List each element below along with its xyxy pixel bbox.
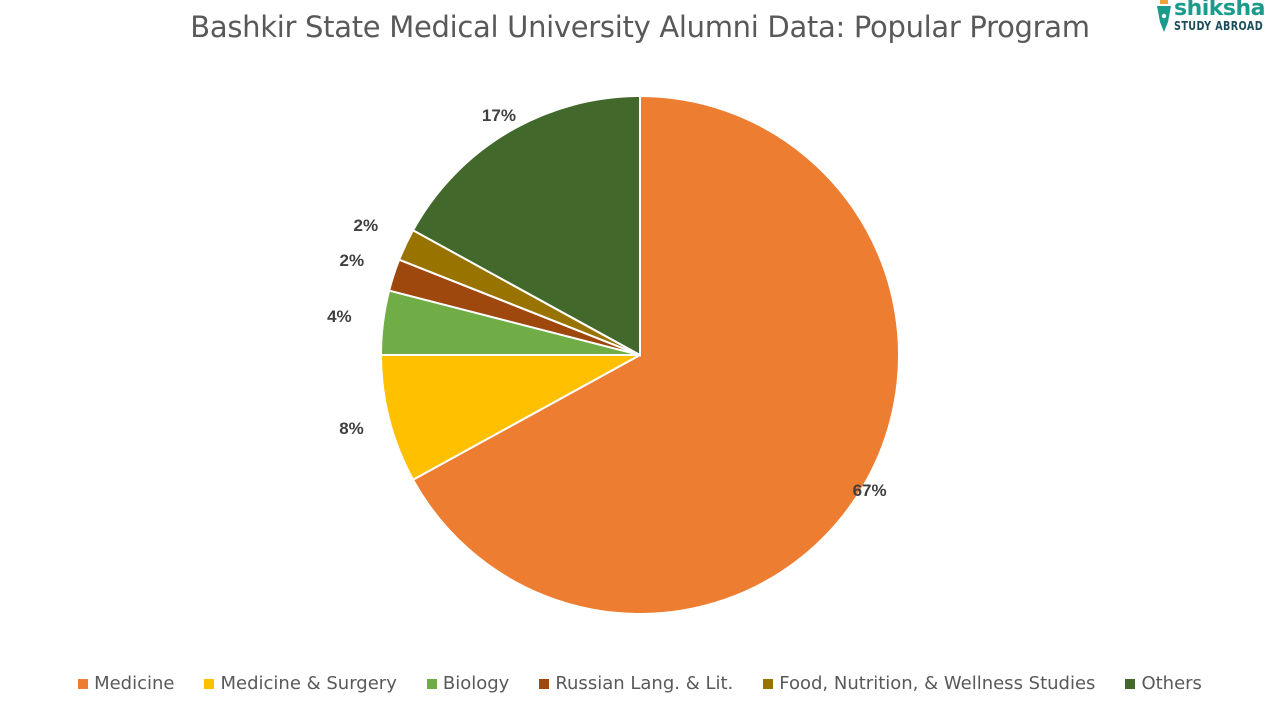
chart-title: Bashkir State Medical University Alumni …: [190, 10, 1090, 44]
shiksha-logo: shiksha STUDY ABROAD: [1152, 0, 1272, 40]
data-label: 8%: [339, 419, 364, 439]
legend-item: Russian Lang. & Lit.: [539, 673, 733, 694]
legend-label: Food, Nutrition, & Wellness Studies: [779, 673, 1096, 694]
legend-label: Others: [1141, 673, 1202, 694]
legend-label: Medicine & Surgery: [220, 673, 397, 694]
pen-nib-icon: [1157, 0, 1171, 32]
legend-swatch: [539, 678, 550, 689]
data-label: 17%: [481, 106, 516, 126]
pie-slice-others: [411, 94, 641, 357]
legend-item: Others: [1125, 673, 1202, 694]
data-label: 67%: [852, 480, 887, 500]
logo-brand: shiksha: [1174, 0, 1266, 21]
data-label: 2%: [339, 251, 365, 271]
legend-swatch: [78, 678, 89, 689]
logo-subtitle: STUDY ABROAD: [1174, 19, 1264, 33]
pie-slice-medicine: [411, 94, 900, 615]
legend-item: Biology: [426, 673, 510, 694]
legend-label: Medicine: [94, 673, 175, 694]
legend-label: Biology: [442, 673, 510, 694]
legend-item: Medicine: [78, 673, 174, 694]
legend-swatch: [763, 678, 774, 689]
legend-swatch: [204, 678, 215, 689]
legend-item: Medicine & Surgery: [204, 673, 397, 694]
pie-slice-medicine-surgery: [379, 354, 641, 482]
legend-swatch: [1125, 678, 1136, 689]
legend: Medicine Medicine & Surgery Biology Russian…: [0, 673, 1280, 694]
data-label: 4%: [327, 307, 352, 327]
legend-item: Food, Nutrition, & Wellness Studies: [763, 673, 1095, 694]
legend-swatch: [426, 678, 437, 689]
legend-label: Russian Lang. & Lit.: [555, 673, 734, 694]
data-label: 2%: [353, 215, 379, 235]
